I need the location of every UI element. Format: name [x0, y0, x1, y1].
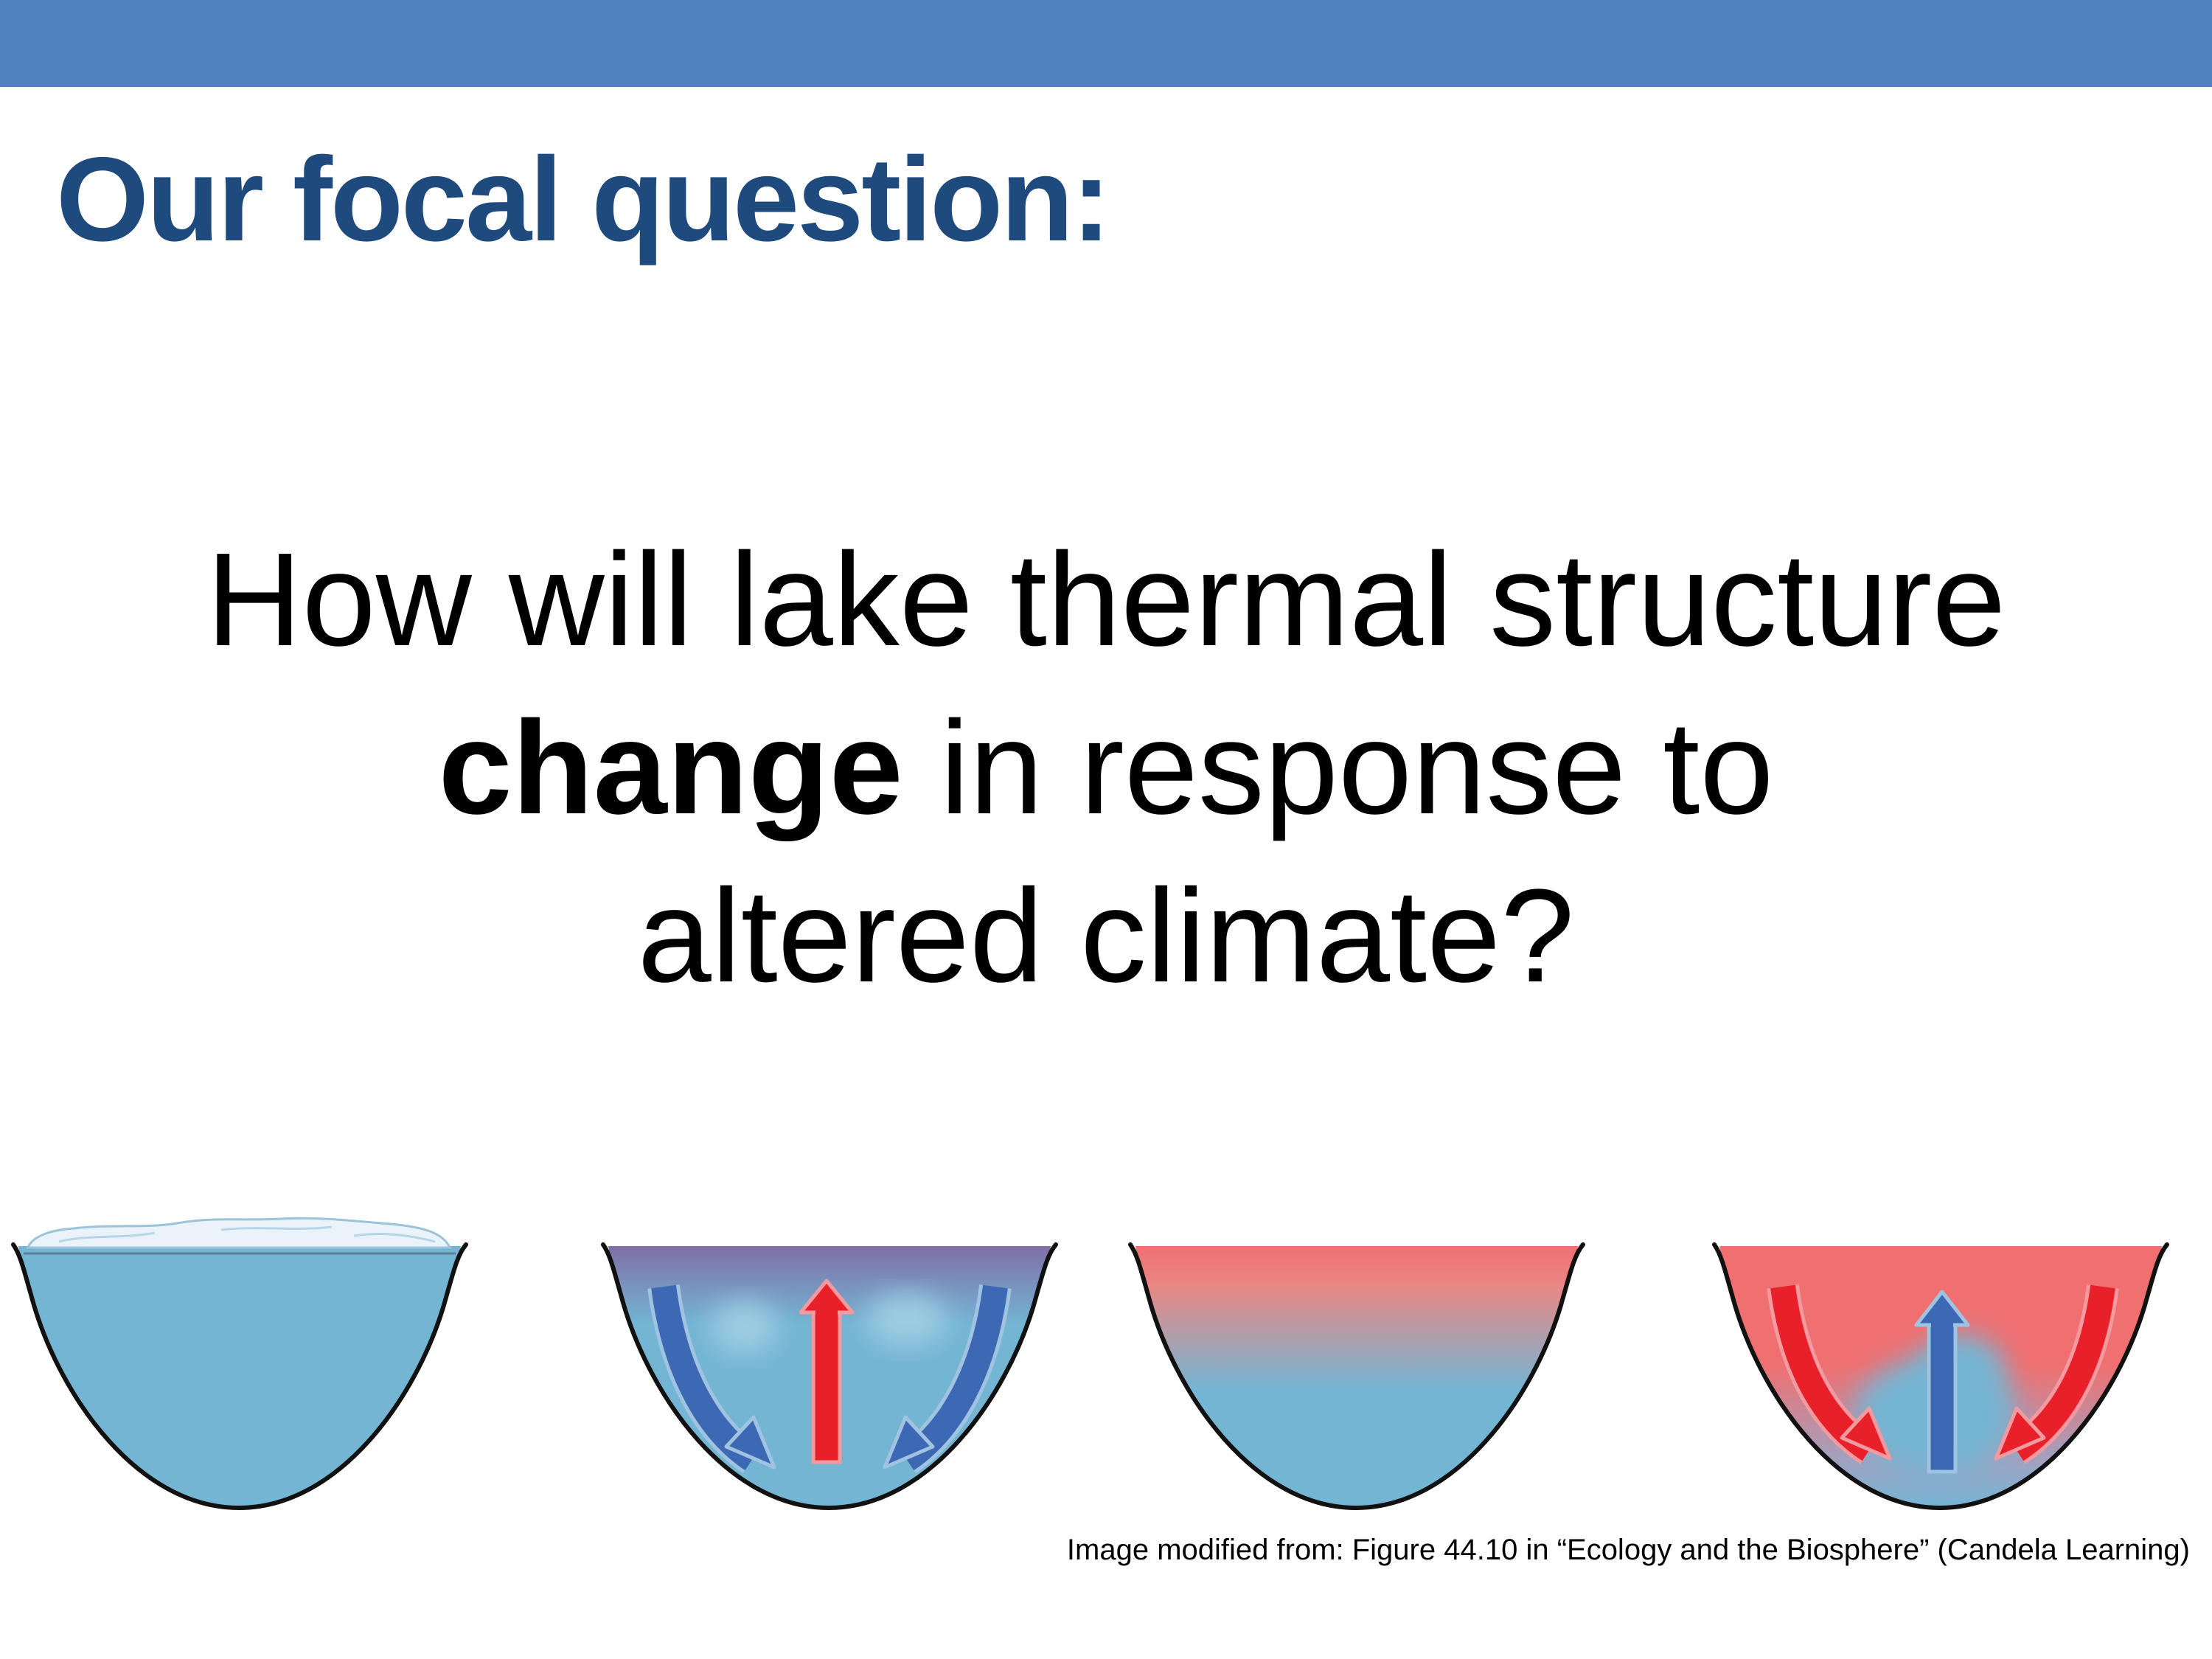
image-credit-caption: Image modified from: Figure 44.10 in “Ec… [1066, 1534, 2190, 1566]
slide-title: Our focal question: [56, 133, 1111, 266]
lake-spring-turnover [601, 1242, 1058, 1511]
header-bar [0, 0, 2212, 87]
warm-down-arrow-right-icon [1994, 1284, 2119, 1464]
lake-water-stratified [1135, 1246, 1578, 1508]
question-line-2-rest: in response to [902, 694, 1774, 842]
lake-summer-stratified [1128, 1242, 1585, 1511]
question-line-3: altered climate? [637, 862, 1575, 1010]
lake-diagrams [11, 1217, 2169, 1511]
lake-ice-covered [11, 1217, 468, 1511]
warm-down-arrow-left-icon [1767, 1284, 1892, 1464]
lake-fall-turnover [1712, 1242, 2169, 1511]
focal-question: How will lake thermal structure change i… [0, 516, 2212, 1020]
question-emphasis: change [438, 694, 903, 842]
down-arrow-right-icon [883, 1284, 1012, 1474]
ice-cover-icon [26, 1217, 452, 1249]
cold-up-arrow-icon [1914, 1290, 1970, 1474]
question-line-1: How will lake thermal structure [206, 526, 2006, 674]
lake-water-cold [18, 1246, 461, 1508]
down-arrow-left-icon [647, 1284, 776, 1474]
up-arrow-icon [799, 1279, 855, 1464]
question-line-2: change in response to [0, 684, 2212, 852]
